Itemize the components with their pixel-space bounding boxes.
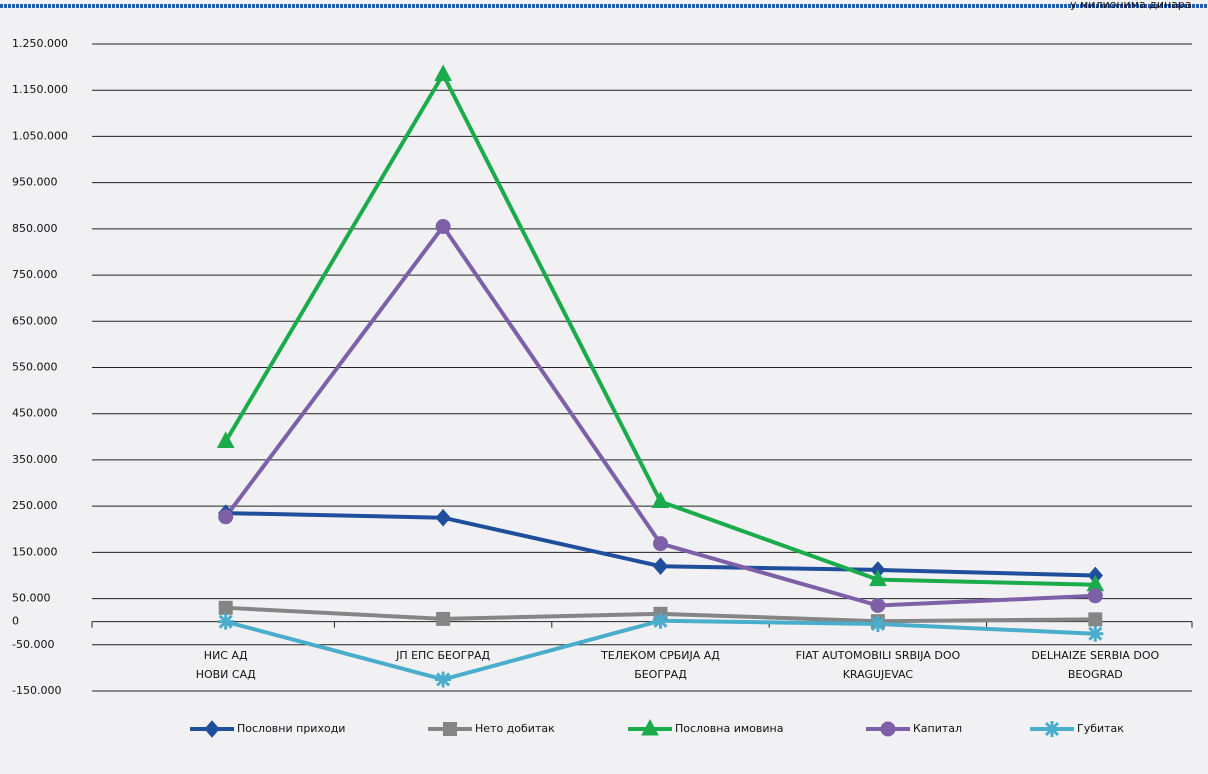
y-tick-label: 1.150.000: [12, 83, 68, 96]
marker: [1087, 625, 1104, 642]
y-tick-label: 450.000: [12, 407, 58, 420]
marker: [1088, 612, 1103, 627]
y-tick-label: -150.000: [12, 684, 61, 697]
x-tick-label: DELHAIZE SERBIA DOO: [1031, 649, 1159, 662]
marker: [218, 600, 233, 615]
marker: [870, 598, 886, 614]
marker: [435, 219, 451, 235]
legend-label: Губитак: [1077, 722, 1124, 735]
x-tick-label: KRAGUJEVAC: [843, 668, 914, 681]
marker: [652, 612, 669, 629]
y-tick-label: 1.250.000: [12, 37, 68, 50]
y-tick-label: 750.000: [12, 268, 58, 281]
x-tick-label: НОВИ САД: [196, 668, 256, 681]
marker: [653, 536, 668, 552]
legend-marker: [443, 722, 457, 736]
marker: [435, 508, 451, 527]
legend-label: Нето добитак: [475, 722, 555, 735]
x-tick-label: ТЕЛЕКОМ СРБИЈА АД: [600, 649, 720, 662]
x-tick-label: НИС АД: [204, 649, 248, 662]
y-tick-label: 250.000: [12, 499, 58, 512]
unit-note: у милионима динара: [1070, 0, 1192, 11]
marker: [216, 431, 235, 448]
y-tick-label: 50.000: [12, 592, 51, 605]
marker: [1087, 588, 1103, 604]
legend-marker: [204, 720, 220, 738]
legend-marker: [880, 721, 896, 737]
legend-label: Пословни приходи: [237, 722, 345, 735]
marker: [869, 615, 886, 632]
y-tick-label: 1.050.000: [12, 129, 68, 142]
marker: [218, 509, 234, 525]
x-tick-label: BEOGRAD: [1068, 668, 1123, 681]
marker: [217, 613, 234, 630]
x-tick-label: БЕОГРАД: [634, 668, 687, 681]
marker: [651, 491, 670, 509]
marker: [436, 611, 451, 626]
legend-marker: [1044, 721, 1060, 737]
marker: [652, 557, 669, 575]
y-tick-label: 350.000: [12, 453, 58, 466]
y-tick-label: 150.000: [12, 545, 58, 558]
y-tick-label: 950.000: [12, 176, 58, 189]
marker: [435, 671, 452, 688]
y-tick-label: 850.000: [12, 222, 58, 235]
marker: [869, 569, 887, 587]
legend-label: Капитал: [913, 722, 962, 735]
y-tick-label: 650.000: [12, 314, 58, 327]
x-tick-label: FIAT AUTOMOBILI SRBIJA DOO: [796, 649, 961, 662]
y-tick-label: 0: [12, 615, 19, 628]
y-tick-label: -50.000: [12, 638, 54, 651]
marker: [434, 64, 452, 82]
legend-marker: [641, 718, 659, 736]
y-tick-label: 550.000: [12, 361, 58, 374]
legend-label: Пословна имовина: [675, 722, 783, 735]
x-tick-label: ЈП ЕПС БЕОГРАД: [395, 649, 490, 662]
